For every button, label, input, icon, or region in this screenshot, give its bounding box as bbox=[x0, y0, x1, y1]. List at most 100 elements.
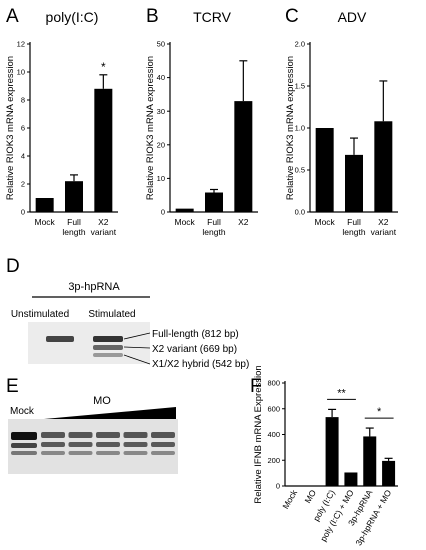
chart-b-bar bbox=[205, 192, 223, 212]
chart-b-ytick-label: 10 bbox=[157, 174, 165, 183]
gel-e-band bbox=[41, 432, 65, 438]
gel-e-band bbox=[96, 432, 120, 438]
gel-e-band bbox=[68, 442, 93, 447]
chart-b-bar bbox=[175, 208, 194, 212]
gel-d-band-unstim bbox=[46, 336, 74, 342]
chart-a-title: poly(I:C) bbox=[46, 9, 99, 25]
chart-b-ytick-label: 30 bbox=[157, 107, 165, 116]
chart-f-bar bbox=[344, 472, 358, 486]
gel-d-band-full bbox=[93, 336, 123, 342]
chart-b-ylabel: Relative RIOK3 mRNA expression bbox=[145, 56, 156, 200]
chart-c-bar bbox=[315, 128, 334, 212]
gel-d-pointer-x2 bbox=[123, 346, 151, 349]
gel-d-pointer-hybrid bbox=[123, 354, 151, 365]
gel-d-label-hybrid: X1/X2 hybrid (542 bp) bbox=[152, 359, 249, 370]
chart-c-ytick-label: 1.5 bbox=[295, 82, 305, 91]
chart-f-category-label: Mock bbox=[280, 487, 299, 510]
chart-c-ytick-label: 0.5 bbox=[295, 166, 305, 175]
chart-c-category-label: Mock bbox=[315, 217, 336, 227]
chart-b-title: TCRV bbox=[193, 9, 232, 25]
gel-e-band bbox=[151, 451, 175, 455]
chart-f-ytick-label: 200 bbox=[267, 456, 280, 465]
chart-f-bar bbox=[382, 460, 396, 486]
panel-label-d: D bbox=[6, 256, 20, 277]
chart-f: Relative IFNB mRNA Expression 0 200 400 600 8… bbox=[253, 365, 398, 547]
chart-a-ylabel: Relative RIOK3 mRNA expression bbox=[5, 56, 16, 200]
panel-label-e: E bbox=[6, 376, 19, 397]
chart-f-ytick-label: 400 bbox=[267, 430, 280, 439]
chart-b-ytick-label: 50 bbox=[157, 40, 165, 49]
chart-b-category-label: Full length bbox=[202, 217, 225, 237]
gel-d-header: 3p-hpRNA bbox=[68, 281, 120, 293]
chart-a-bar bbox=[94, 88, 113, 212]
gel-d-label-full: Full-length (812 bp) bbox=[152, 329, 239, 340]
chart-f-significance-label: * bbox=[377, 406, 382, 418]
gel-d: 3p-hpRNA Unstimulated Stimulated Full-le… bbox=[11, 281, 249, 370]
chart-f-significance-label: ** bbox=[337, 387, 346, 399]
chart-a-category-label: X2 variant bbox=[91, 217, 117, 237]
gel-d-lane-stimulated: Stimulated bbox=[88, 309, 135, 320]
chart-a-category-label: Full length bbox=[62, 217, 85, 237]
chart-c-ytick-label: 2.0 bbox=[295, 40, 305, 49]
chart-c: ADV Relative RIOK3 mRNA expression 0.0 0.5 1… bbox=[285, 9, 398, 237]
chart-c-ytick-label: 0.0 bbox=[295, 208, 305, 217]
chart-b-bar bbox=[234, 101, 253, 212]
gel-e-mo-lanes bbox=[41, 432, 175, 455]
gel-e-band bbox=[151, 432, 175, 438]
chart-a-bar bbox=[65, 181, 83, 212]
gel-e-band-mock-2 bbox=[11, 443, 37, 448]
gel-d-band-x2 bbox=[93, 345, 123, 350]
chart-c-bar bbox=[345, 154, 363, 212]
gel-e-band bbox=[68, 451, 93, 455]
gel-d-band-hybrid bbox=[93, 353, 123, 357]
chart-c-ytick-label: 1.0 bbox=[295, 124, 305, 133]
chart-c-ylabel: Relative RIOK3 mRNA expression bbox=[285, 56, 296, 200]
chart-a-annotation: * bbox=[101, 60, 106, 74]
chart-b-category-label: X2 bbox=[238, 217, 249, 227]
gel-e-mock-label: Mock bbox=[10, 406, 35, 417]
panel-label-f: F bbox=[250, 376, 262, 397]
chart-c-title: ADV bbox=[338, 9, 367, 25]
chart-b-ytick-label: 0 bbox=[161, 208, 165, 217]
gel-e-band bbox=[123, 432, 148, 438]
chart-c-bar bbox=[374, 121, 393, 212]
chart-c-category-label: X2 variant bbox=[371, 217, 397, 237]
gel-e: MO Mock bbox=[8, 395, 178, 474]
chart-a: poly(I:C) Relative RIOK3 mRNA expression 0… bbox=[5, 9, 118, 237]
chart-f-ytick-label: 600 bbox=[267, 404, 280, 413]
chart-a-category-label: Mock bbox=[35, 217, 56, 227]
gel-e-mo-label: MO bbox=[93, 395, 111, 407]
gel-e-band bbox=[68, 432, 93, 438]
chart-a-bar bbox=[35, 198, 54, 212]
gel-e-gradient-wedge bbox=[44, 407, 176, 419]
panel-label-a: A bbox=[6, 6, 19, 27]
gel-e-band bbox=[96, 442, 120, 447]
gel-d-lane-unstimulated: Unstimulated bbox=[11, 309, 69, 320]
chart-b-category-label: Mock bbox=[175, 217, 196, 227]
gel-e-band-mock-1 bbox=[11, 432, 37, 440]
chart-f-ytick-label: 0 bbox=[276, 482, 280, 491]
chart-a-ytick-label: 2 bbox=[21, 180, 25, 189]
gel-e-band bbox=[41, 442, 65, 447]
chart-f-bar bbox=[363, 436, 377, 486]
gel-e-band bbox=[123, 451, 148, 455]
gel-e-band bbox=[41, 451, 65, 455]
chart-b-ytick-label: 40 bbox=[157, 73, 165, 82]
chart-f-ytick-label: 800 bbox=[267, 379, 280, 388]
panel-label-b: B bbox=[146, 6, 159, 27]
gel-e-band bbox=[96, 451, 120, 455]
gel-d-pointer-full bbox=[123, 332, 151, 340]
panel-label-c: C bbox=[285, 6, 299, 27]
chart-a-ytick-label: 12 bbox=[17, 40, 25, 49]
gel-e-band bbox=[123, 442, 148, 447]
gel-d-label-x2: X2 variant (669 bp) bbox=[152, 344, 237, 355]
chart-c-category-label: Full length bbox=[342, 217, 365, 237]
chart-a-ytick-label: 6 bbox=[21, 124, 25, 133]
chart-b: TCRV Relative RIOK3 mRNA expression 0 10 20 3… bbox=[145, 9, 258, 237]
chart-f-bar bbox=[325, 417, 339, 486]
chart-a-ytick-label: 0 bbox=[21, 208, 25, 217]
chart-f-category-label: MO bbox=[302, 488, 318, 505]
chart-a-ytick-label: 10 bbox=[17, 68, 25, 77]
chart-a-ytick-label: 8 bbox=[21, 96, 25, 105]
